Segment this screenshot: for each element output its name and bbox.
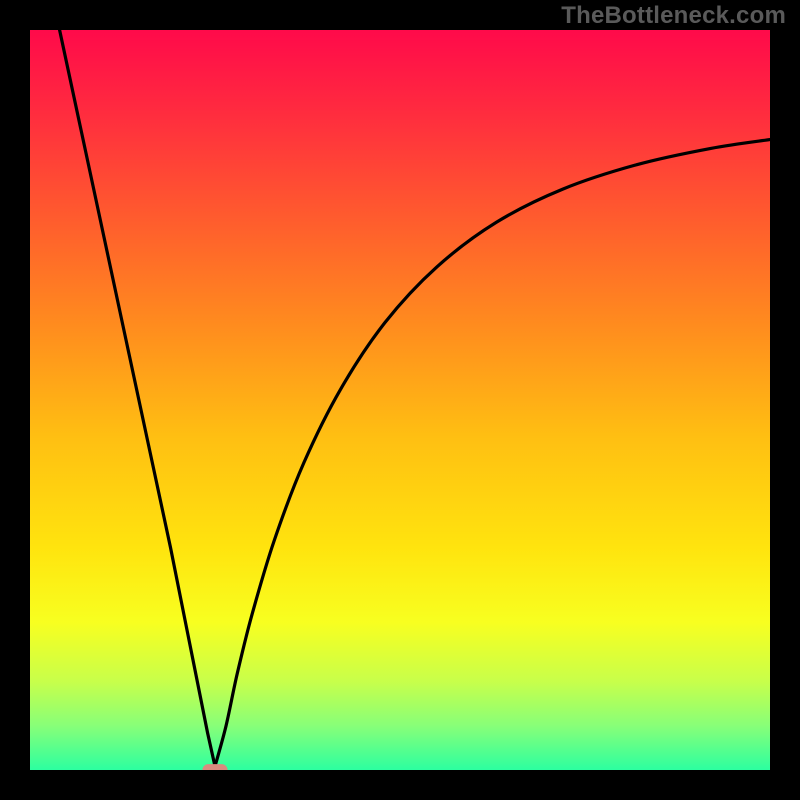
bottleneck-curve-chart (0, 0, 800, 800)
bottleneck-chart-container: TheBottleneck.com (0, 0, 800, 800)
watermark-label: TheBottleneck.com (561, 2, 786, 30)
chart-background-gradient (30, 30, 770, 770)
